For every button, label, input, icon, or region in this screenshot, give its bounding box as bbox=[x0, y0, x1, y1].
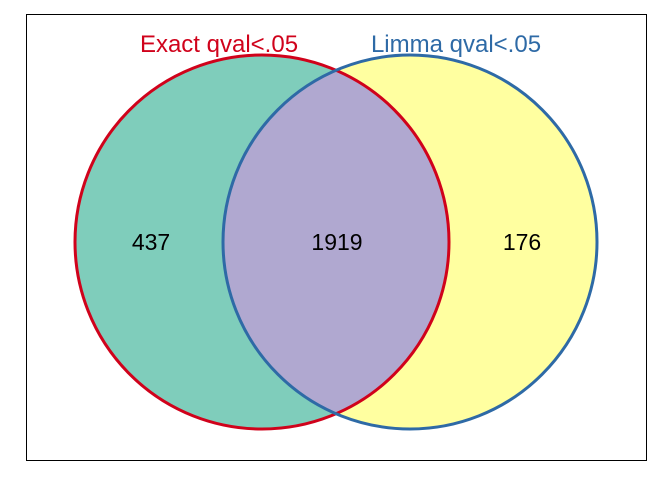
overlap-region bbox=[223, 55, 449, 429]
count-both: 1919 bbox=[311, 229, 362, 255]
set-a-outline bbox=[73, 53, 451, 431]
set-a-label: Exact qval<.05 bbox=[140, 31, 298, 58]
count-only-limma: 176 bbox=[503, 229, 541, 255]
count-only-exact: 437 bbox=[132, 229, 170, 255]
set-b-outline bbox=[221, 53, 599, 431]
set-b-label: Limma qval<.05 bbox=[371, 31, 541, 58]
